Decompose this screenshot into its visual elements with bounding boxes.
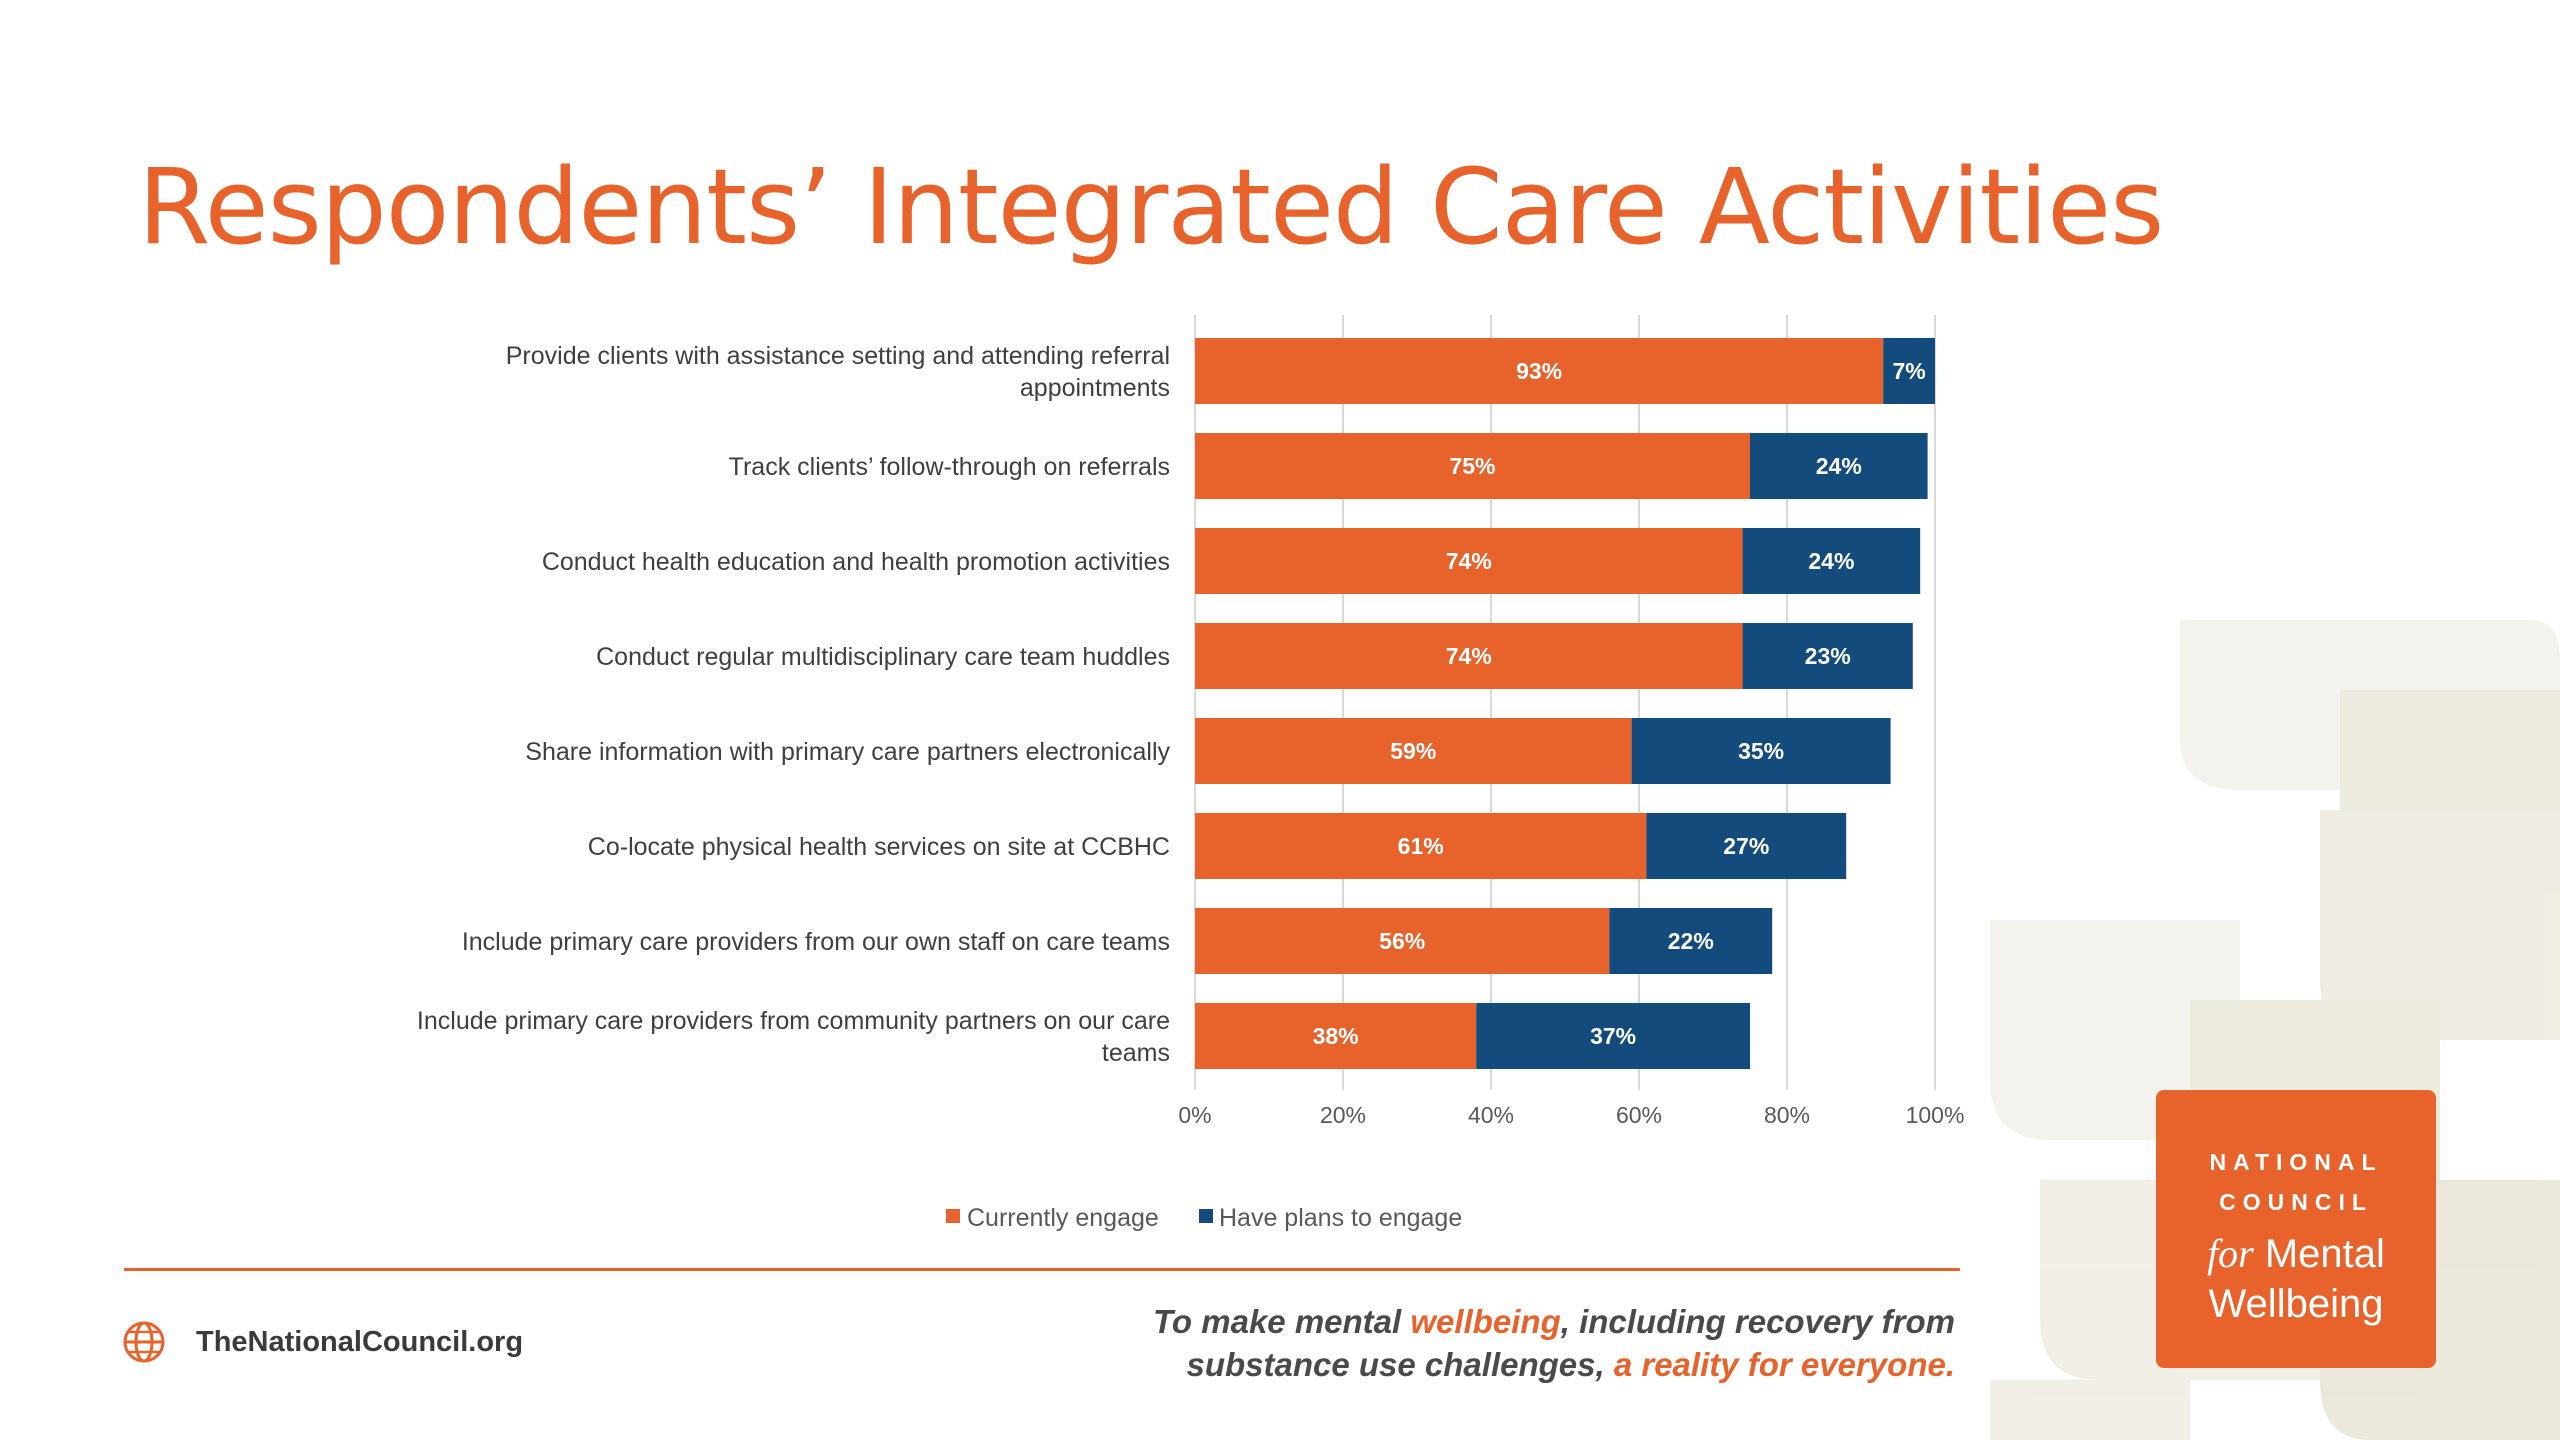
data-label: 35% bbox=[1738, 738, 1784, 764]
x-tick-label: 60% bbox=[1616, 1102, 1662, 1128]
logo-mental: Mental bbox=[2253, 1232, 2385, 1276]
tagline: To make mental wellbeing, including reco… bbox=[1153, 1300, 1955, 1386]
data-label: 27% bbox=[1723, 833, 1769, 859]
chart-legend: Currently engage Have plans to engage bbox=[946, 1204, 1462, 1232]
data-label: 24% bbox=[1816, 453, 1862, 479]
legend-swatch-have-plans bbox=[1199, 1209, 1213, 1223]
logo-line-for-mental: for Mental bbox=[2156, 1228, 2436, 1280]
x-tick-label: 20% bbox=[1320, 1102, 1366, 1128]
data-label: 37% bbox=[1590, 1023, 1636, 1049]
data-label: 22% bbox=[1668, 928, 1714, 954]
bar-have-plans bbox=[1631, 718, 1891, 784]
category-labels: Provide clients with assistance setting … bbox=[417, 342, 1171, 1067]
legend-swatch-currently-engage bbox=[946, 1209, 960, 1223]
page-title: Respondents’ Integrated Care Activities bbox=[138, 146, 2164, 268]
tagline-highlight: a reality for everyone. bbox=[1613, 1346, 1955, 1383]
bar-have-plans bbox=[1646, 813, 1847, 879]
bar-currently-engage bbox=[1195, 338, 1884, 404]
data-label: 61% bbox=[1398, 833, 1444, 859]
tagline-line-1: To make mental wellbeing, including reco… bbox=[1153, 1300, 1955, 1343]
bar-currently-engage bbox=[1195, 718, 1632, 784]
logo-line-council: COUNCIL bbox=[2219, 1189, 2373, 1215]
logo-line-wellbeing: Wellbeing bbox=[2208, 1282, 2384, 1326]
category-label: Share information with primary care part… bbox=[525, 738, 1170, 766]
bar-currently-engage bbox=[1195, 1003, 1477, 1069]
bar-currently-engage bbox=[1195, 623, 1743, 689]
chart-bars: 93% 7% 75% 24% 74% 24% 74% 23% 59% 35% 61% 27% 56% 22… bbox=[1195, 338, 1935, 1069]
category-label: Conduct health education and health prom… bbox=[542, 548, 1170, 576]
x-tick-label: 100% bbox=[1906, 1102, 1965, 1128]
data-label: 74% bbox=[1446, 643, 1492, 669]
legend-label-currently-engage: Currently engage bbox=[967, 1204, 1159, 1232]
bar-have-plans bbox=[1883, 338, 1935, 404]
legend-label-have-plans: Have plans to engage bbox=[1219, 1204, 1462, 1232]
data-label: 75% bbox=[1449, 453, 1495, 479]
stacked-bar-chart: 93% 7% 75% 24% 74% 24% 74% 23% 59% 35% 61% 27% 56% 22… bbox=[417, 315, 1964, 1232]
footer-divider bbox=[124, 1268, 1960, 1271]
x-tick-label: 80% bbox=[1764, 1102, 1810, 1128]
data-label: 56% bbox=[1379, 928, 1425, 954]
bar-have-plans bbox=[1742, 528, 1921, 594]
data-label: 38% bbox=[1313, 1023, 1359, 1049]
logo-for: for bbox=[2207, 1231, 2254, 1276]
tagline-highlight: wellbeing bbox=[1410, 1303, 1561, 1340]
tagline-line-2: substance use challenges, a reality for … bbox=[1153, 1343, 1955, 1386]
category-label: Provide clients with assistance setting … bbox=[506, 342, 1170, 402]
data-label: 23% bbox=[1805, 643, 1851, 669]
data-label: 24% bbox=[1808, 548, 1854, 574]
bar-currently-engage bbox=[1195, 433, 1750, 499]
footer-website[interactable]: TheNationalCouncil.org bbox=[122, 1320, 523, 1364]
bar-have-plans bbox=[1609, 908, 1773, 974]
category-label: Track clients’ follow-through on referra… bbox=[729, 453, 1170, 481]
bar-have-plans bbox=[1476, 1003, 1750, 1069]
x-tick-label: 0% bbox=[1178, 1102, 1211, 1128]
tagline-text: , including recovery from bbox=[1560, 1303, 1955, 1340]
website-link[interactable]: TheNationalCouncil.org bbox=[196, 1325, 524, 1358]
bar-currently-engage bbox=[1195, 813, 1647, 879]
category-label: Conduct regular multidisciplinary care t… bbox=[596, 643, 1170, 671]
logo-line-national: NATIONAL bbox=[2209, 1149, 2383, 1175]
category-label: Include primary care providers from comm… bbox=[417, 1007, 1170, 1067]
bar-currently-engage bbox=[1195, 908, 1610, 974]
x-tick-label: 40% bbox=[1468, 1102, 1514, 1128]
tagline-text: substance use challenges, bbox=[1186, 1346, 1614, 1383]
x-axis-ticks: 0% 20% 40% 60% 80% 100% bbox=[1178, 1102, 1964, 1128]
bar-have-plans bbox=[1742, 623, 1913, 689]
data-label: 74% bbox=[1446, 548, 1492, 574]
data-label: 93% bbox=[1516, 358, 1562, 384]
bar-currently-engage bbox=[1195, 528, 1743, 594]
data-label: 59% bbox=[1390, 738, 1436, 764]
globe-icon bbox=[123, 1321, 165, 1363]
national-council-logo: NATIONAL COUNCIL for Mental Wellbeing bbox=[2156, 1090, 2436, 1368]
bar-have-plans bbox=[1750, 433, 1928, 499]
data-label: 7% bbox=[1892, 358, 1925, 384]
tagline-text: To make mental bbox=[1153, 1303, 1411, 1340]
category-label: Include primary care providers from our … bbox=[462, 928, 1170, 956]
category-label: Co-locate physical health services on si… bbox=[588, 833, 1170, 861]
